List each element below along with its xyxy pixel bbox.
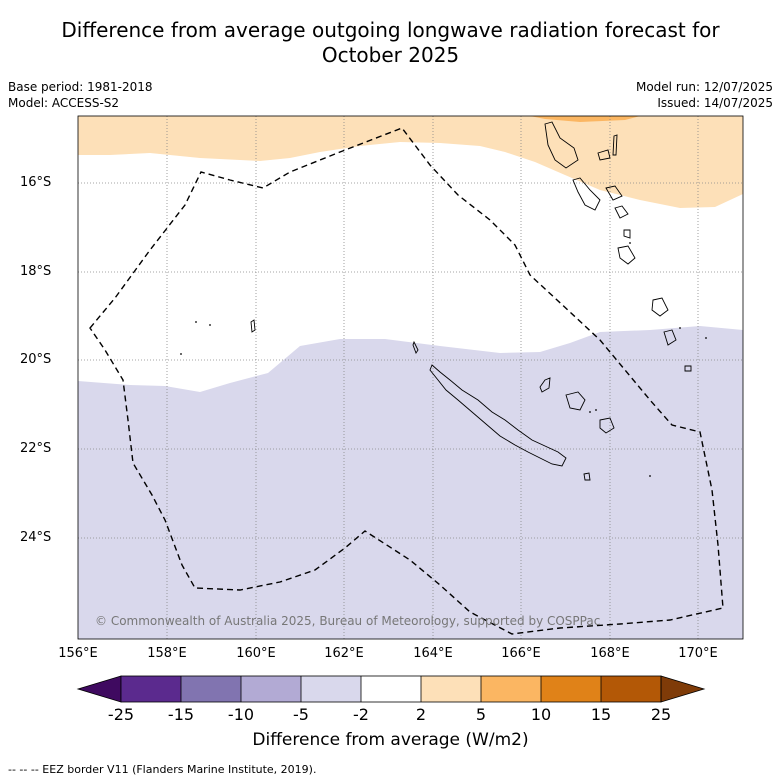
coastlines (250, 121, 692, 481)
vanuatu-islands (544, 121, 579, 169)
colorbar-bin-6 (421, 676, 481, 702)
lon-label-156e: 156°E (58, 646, 98, 661)
colorbar-tick: 10 (530, 705, 552, 724)
new-caledonia-island (429, 364, 567, 467)
lat-label-24s: 24°S (20, 530, 52, 545)
colorbar-bin-8 (541, 676, 601, 702)
colorbar-tick: 2 (415, 705, 427, 724)
lon-label-164e: 164°E (413, 646, 453, 661)
title-line-1: Difference from average outgoing longwav… (61, 18, 720, 42)
map-area (78, 116, 743, 639)
colorbar-tick: -15 (167, 705, 195, 724)
colorbar-tick: 25 (650, 705, 672, 724)
colorbar-extend-high (660, 675, 706, 703)
colorbar-bin-5 (361, 676, 421, 702)
copyright-notice: © Commonwealth of Australia 2025, Bureau… (95, 614, 601, 628)
lon-label-166e: 166°E (501, 646, 541, 661)
lat-label-22s: 22°S (20, 441, 52, 456)
grid-lines (78, 116, 743, 639)
colorbar-extend-low (76, 675, 122, 703)
lon-label-160e: 160°E (236, 646, 276, 661)
colorbar-bin-1 (121, 676, 181, 702)
positive-anomaly-strong (530, 116, 640, 122)
eez-border (89, 127, 724, 635)
colorbar-tick: -2 (353, 705, 369, 724)
colorbar-bin-7 (481, 676, 541, 702)
lon-label-168e: 168°E (590, 646, 630, 661)
lon-label-158e: 158°E (147, 646, 187, 661)
lat-label-20s: 20°S (20, 352, 52, 367)
colorbar-bin-9 (601, 676, 661, 702)
lat-label-16s: 16°S (20, 175, 52, 190)
lat-label-18s: 18°S (20, 264, 52, 279)
colorbar-bin-3 (241, 676, 301, 702)
colorbar-title: Difference from average (W/m2) (252, 730, 529, 750)
issued-date: Issued: 14/07/2025 (657, 96, 773, 110)
negative-anomaly-region (78, 326, 743, 639)
colorbar-tick: -25 (107, 705, 135, 724)
eez-legend-note: -- -- -- EEZ border V11 (Flanders Marine… (8, 763, 317, 776)
lon-label-170e: 170°E (678, 646, 718, 661)
colorbar-tick: 15 (590, 705, 612, 724)
model-run: Model run: 12/07/2025 (635, 80, 773, 94)
model-name: Model: ACCESS-S2 (8, 96, 120, 110)
meta-left: Base period: 1981-2018 Model: ACCESS-S2 (8, 79, 153, 111)
base-period: Base period: 1981-2018 (8, 80, 153, 94)
map-frame (77, 115, 744, 640)
colorbar-bin-2 (181, 676, 241, 702)
title-line-2: October 2025 (321, 43, 460, 67)
meta-right: Model run: 12/07/2025 Issued: 14/07/2025 (636, 79, 773, 111)
colorbar-tick: -5 (293, 705, 309, 724)
lon-label-162e: 162°E (324, 646, 364, 661)
colorbar-tick: 5 (475, 705, 487, 724)
colorbar-tick: -10 (227, 705, 255, 724)
small-islets (180, 242, 707, 477)
map-title: Difference from average outgoing longwav… (0, 18, 781, 68)
colorbar (76, 675, 706, 703)
colorbar-bin-4 (301, 676, 361, 702)
positive-anomaly-region (78, 116, 743, 208)
